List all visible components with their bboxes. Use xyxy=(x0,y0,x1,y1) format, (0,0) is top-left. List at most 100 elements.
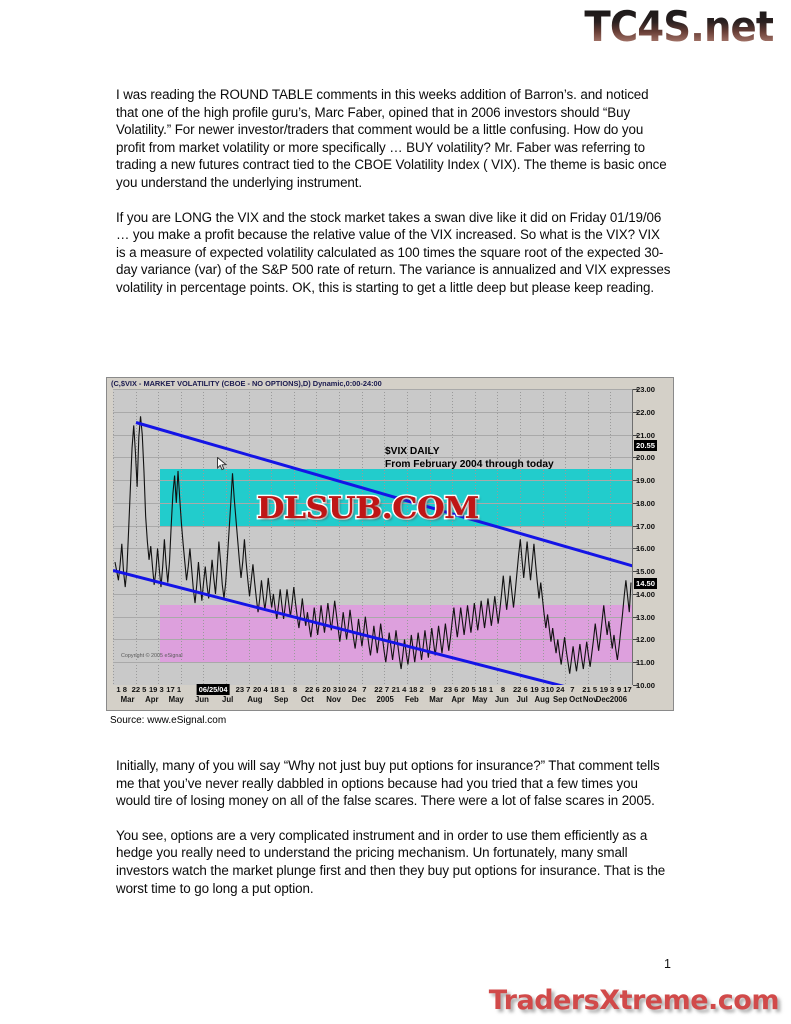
y-axis-tick: 20.00 xyxy=(636,453,656,463)
gridline-horizontal xyxy=(113,571,633,573)
x-axis-day-label: 22 5 xyxy=(131,685,147,694)
watermark-stroke: DLSUB.COM xyxy=(255,490,481,528)
y-axis-tick: 22.00 xyxy=(636,407,656,417)
gridline-vertical xyxy=(519,389,521,685)
gridline-horizontal xyxy=(113,662,633,664)
x-axis-month-label: Apr xyxy=(145,695,159,704)
x-axis-day-label: 20 3 xyxy=(322,685,338,694)
y-axis-tick: 19.00 xyxy=(636,476,656,486)
gridline-vertical xyxy=(542,389,544,685)
x-axis-day-label: 10 24 xyxy=(545,685,565,694)
gridline-horizontal xyxy=(113,525,633,527)
tradersxtreme-logo: TradersXtreme.com xyxy=(487,983,782,1018)
x-axis-month-label: Jun xyxy=(194,695,209,704)
x-axis-month-label: Nov xyxy=(326,695,341,704)
gridline-horizontal xyxy=(113,434,633,436)
x-axis-month-label: 2005 xyxy=(376,695,394,704)
paragraph-2: If you are LONG the VIX and the stock ma… xyxy=(116,209,671,295)
x-axis-day-label: 19 3 xyxy=(530,685,546,694)
resistance-zone xyxy=(159,468,633,526)
gridline-vertical xyxy=(135,389,137,685)
y-axis-tick-mark xyxy=(633,548,639,550)
y-axis-value-badge: 14.50 xyxy=(634,577,658,589)
chart-plot-area[interactable]: $VIX DAILY From February 2004 through to… xyxy=(113,389,633,685)
y-axis-tick-mark xyxy=(633,502,639,504)
y-axis-tick-mark xyxy=(633,685,639,686)
gridline-vertical xyxy=(203,389,205,685)
page-header: TC4S.net xyxy=(0,0,791,72)
x-axis-day-label: 23 7 xyxy=(235,685,251,694)
gridline-vertical xyxy=(497,389,499,685)
x-axis-day-label: 22 6 xyxy=(512,685,528,694)
x-axis-month-label: Dec xyxy=(351,695,367,704)
x-axis-month-label: Sep xyxy=(273,695,289,704)
x-axis-day-label: 17 1 xyxy=(166,685,182,694)
x-axis-month-label: Mar xyxy=(429,695,444,704)
gridline-vertical xyxy=(474,389,476,685)
gridline-vertical xyxy=(587,389,589,685)
x-axis-day-label: 20 5 xyxy=(460,685,476,694)
x-axis-month-label: 2006 xyxy=(609,695,628,704)
x-axis-date-badge: 06/25/04 xyxy=(196,684,230,695)
x-axis-month-label: Jul xyxy=(222,695,234,704)
dlsub-watermark: DLSUB.COM DLSUB.COM xyxy=(255,490,481,528)
x-axis-day-label: 9 17 xyxy=(616,685,632,694)
gridline-vertical xyxy=(316,389,318,685)
x-axis-day-label: 21 4 xyxy=(391,685,407,694)
gridline-vertical xyxy=(271,389,273,685)
y-axis-tick-mark xyxy=(633,389,639,390)
x-axis-day-label: 1 8 xyxy=(116,685,127,694)
y-axis-tick-mark xyxy=(633,593,639,595)
gridline-vertical xyxy=(406,389,408,685)
x-axis-month-label: Apr xyxy=(451,695,465,704)
y-axis-tick: 11.00 xyxy=(636,658,655,668)
x-axis-day-label: 18 1 xyxy=(270,685,286,694)
chart-annotation: $VIX DAILY From February 2004 through to… xyxy=(385,445,554,471)
vix-chart-figure: (C,$VIX - MARKET VOLATILITY (CBOE - NO O… xyxy=(106,377,674,726)
x-axis-month-label: Jun xyxy=(494,695,509,704)
tc4s-logo: TC4S.net xyxy=(584,2,774,51)
chart-source: Source: www.eSignal.com xyxy=(110,715,227,726)
y-axis-tick: 12.00 xyxy=(636,635,656,645)
x-axis-month-label: Sep xyxy=(552,695,568,704)
x-axis-month-label: Aug xyxy=(534,695,550,704)
gridline-horizontal xyxy=(113,593,633,595)
x-axis-day-label: 19 3 xyxy=(599,685,615,694)
x-axis-month-label: Oct xyxy=(300,695,314,704)
x-axis-day-label: 18 2 xyxy=(408,685,424,694)
chart-copyright: Copyright © 2005 eSignal xyxy=(121,653,183,659)
gridline-horizontal xyxy=(113,457,633,459)
x-axis-month-label: Mar xyxy=(120,695,135,704)
y-axis-tick: 17.00 xyxy=(636,521,656,531)
page-footer: TradersXtreme.com xyxy=(0,970,791,1024)
chart-y-axis[interactable]: 23.00 22.00 21.00 20.00 19.00 18.00 17.00 16.00… xyxy=(632,385,673,690)
paragraph-4: You see, options are a very complicated … xyxy=(116,827,666,896)
y-axis-tick-mark xyxy=(633,639,639,641)
annotation-line-2: From February 2004 through today xyxy=(385,459,554,470)
gridline-horizontal xyxy=(113,411,633,413)
gridline-vertical xyxy=(113,389,114,685)
x-axis-day-label: 20 4 xyxy=(252,685,268,694)
annotation-line-1: $VIX DAILY xyxy=(385,446,440,457)
y-axis-tick: 14.00 xyxy=(636,589,656,599)
x-axis-day-label: 8 xyxy=(292,685,298,694)
x-axis-month-label: Aug xyxy=(247,695,263,704)
x-axis-month-label: May xyxy=(168,695,184,704)
gridline-vertical xyxy=(339,389,341,685)
x-axis-day-label: 8 xyxy=(500,685,506,694)
x-axis-day-label: 23 6 xyxy=(443,685,459,694)
x-axis-month-label: May xyxy=(472,695,488,704)
page-number: 1 xyxy=(664,957,671,971)
y-axis-tick: 15.00 xyxy=(636,567,656,577)
chart-title: (C,$VIX - MARKET VOLATILITY (CBOE - NO O… xyxy=(111,379,382,388)
y-axis-tick: 18.00 xyxy=(636,498,656,508)
vix-price-line xyxy=(113,389,633,685)
gridline-horizontal xyxy=(113,502,633,504)
vix-chart[interactable]: (C,$VIX - MARKET VOLATILITY (CBOE - NO O… xyxy=(106,377,674,711)
x-axis-day-label: 21 5 xyxy=(582,685,598,694)
gridline-horizontal xyxy=(113,548,633,550)
gridline-vertical xyxy=(610,389,612,685)
y-axis-tick: 21.00 xyxy=(636,430,656,440)
article-body: I was reading the ROUND TABLE comments i… xyxy=(116,86,672,314)
